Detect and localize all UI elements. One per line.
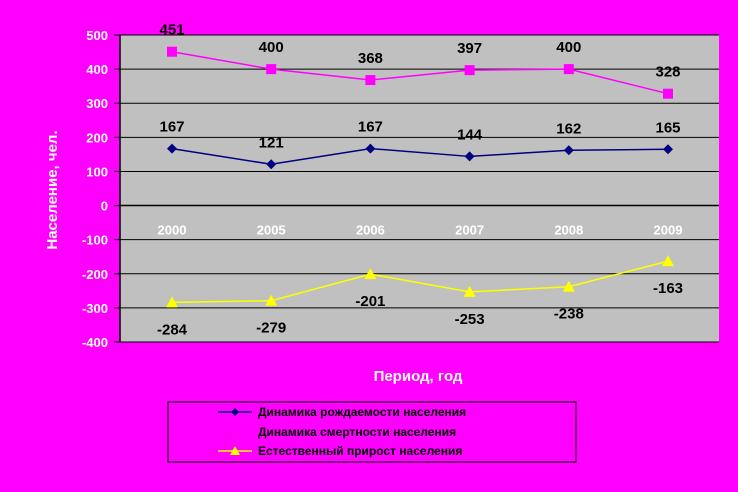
y-tick-label: -200 bbox=[82, 267, 108, 282]
data-label: -238 bbox=[554, 306, 584, 323]
point-marker-diamond bbox=[167, 143, 177, 154]
data-label: 368 bbox=[358, 50, 383, 67]
point-marker-square bbox=[266, 64, 277, 75]
point-marker-square bbox=[563, 64, 574, 75]
data-label: 400 bbox=[259, 39, 284, 56]
point-marker-diamond bbox=[563, 145, 574, 156]
point-marker-square bbox=[464, 65, 475, 76]
point-marker-diamond bbox=[663, 144, 673, 155]
y-tick-label: 100 bbox=[86, 164, 108, 179]
y-axis-title: Население, чел. bbox=[44, 130, 61, 249]
series-line bbox=[171, 260, 669, 304]
data-label: -201 bbox=[355, 293, 385, 310]
data-label: 162 bbox=[556, 120, 581, 137]
point-marker-square bbox=[663, 88, 673, 99]
point-marker-square bbox=[167, 46, 177, 57]
series-line bbox=[171, 50, 669, 95]
x-tick-label: 2009 bbox=[654, 223, 683, 238]
legend-item-growth: Естественный прирост населения bbox=[218, 444, 462, 458]
point-marker-triangle bbox=[364, 268, 377, 280]
series-layer bbox=[166, 46, 674, 308]
legend-label-deaths: Динамика смертности населения bbox=[258, 425, 456, 439]
x-tick-label: 2007 bbox=[455, 223, 484, 238]
point-marker-triangle bbox=[662, 255, 674, 267]
data-label: 165 bbox=[655, 119, 680, 136]
legend-marker-diamond-icon bbox=[231, 408, 239, 416]
gridlines bbox=[120, 34, 719, 343]
legend-marker-square-icon bbox=[231, 428, 239, 436]
x-axis-ticks: 2000 2005 2006 2007 2008 2009 bbox=[158, 223, 683, 238]
data-label: -279 bbox=[256, 320, 286, 337]
point-marker-triangle bbox=[463, 285, 476, 297]
legend-label-growth: Естественный прирост населения bbox=[258, 444, 462, 458]
y-axis-ticks: 500 400 300 200 100 0 -100 -200 -300 -400 bbox=[82, 28, 120, 350]
legend-label-births: Динамика рождаемости населения bbox=[258, 405, 466, 419]
plot-area bbox=[120, 35, 719, 342]
point-marker-square bbox=[365, 75, 376, 86]
y-tick-label: -100 bbox=[82, 233, 108, 248]
point-marker-diamond bbox=[266, 159, 277, 170]
y-tick-label: 500 bbox=[86, 28, 108, 43]
data-label: 397 bbox=[457, 40, 482, 57]
point-marker-triangle bbox=[562, 280, 575, 292]
y-tick-label: -400 bbox=[82, 335, 108, 350]
y-tick-label: 200 bbox=[86, 130, 108, 145]
x-tick-label: 2008 bbox=[554, 223, 583, 238]
x-tick-label: 2006 bbox=[356, 223, 385, 238]
data-label: -284 bbox=[157, 321, 188, 338]
legend-item-births: Динамика рождаемости населения bbox=[218, 405, 466, 419]
data-label: 400 bbox=[556, 39, 581, 56]
y-tick-label: 300 bbox=[86, 96, 108, 111]
data-label: 121 bbox=[259, 134, 284, 151]
data-label: -163 bbox=[653, 280, 683, 297]
x-axis-title: Период, год bbox=[374, 368, 463, 385]
data-label: 451 bbox=[159, 22, 184, 39]
y-tick-label: 400 bbox=[86, 62, 108, 77]
legend-marker-triangle-icon bbox=[230, 446, 240, 455]
data-label: 328 bbox=[655, 64, 680, 81]
data-labels: 167 121 167 144 162 165 451 400 368 397 400 328 -284… bbox=[157, 22, 683, 339]
y-tick-label: -300 bbox=[82, 301, 108, 316]
point-marker-triangle bbox=[265, 294, 278, 306]
series-line bbox=[171, 147, 669, 166]
data-label: 144 bbox=[457, 126, 483, 143]
point-marker-diamond bbox=[464, 151, 475, 162]
legend-item-deaths: Динамика смертности населения bbox=[218, 425, 456, 439]
x-tick-label: 2000 bbox=[158, 223, 187, 238]
data-label: 167 bbox=[159, 119, 184, 136]
data-label: -253 bbox=[455, 311, 485, 328]
x-tick-label: 2005 bbox=[257, 223, 286, 238]
legend: Динамика рождаемости населения Динамика … bbox=[167, 401, 577, 463]
y-tick-label: 0 bbox=[101, 199, 108, 214]
point-marker-triangle bbox=[166, 296, 178, 308]
point-marker-diamond bbox=[365, 143, 376, 154]
data-label: 167 bbox=[358, 119, 383, 136]
